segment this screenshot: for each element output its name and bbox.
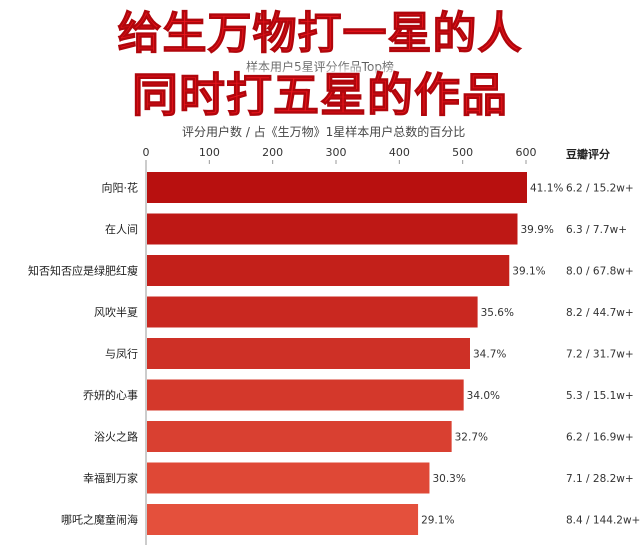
bar (147, 462, 430, 494)
headline-line-2: 同时打五星的作品 (132, 68, 508, 123)
douban-header: 豆瓣评分 (566, 148, 610, 161)
douban-rating-label: 6.2 / 15.2w+ (566, 183, 634, 195)
x-tick-label: 100 (199, 146, 220, 159)
bar (147, 504, 419, 535)
category-label: 乔妍的心事 (83, 388, 138, 402)
x-tick-label: 200 (262, 146, 283, 159)
x-tick-label: 300 (326, 146, 347, 159)
category-label: 知否知否应是绿肥红瘦 (28, 264, 138, 278)
douban-rating-label: 8.0 / 67.8w+ (566, 266, 634, 278)
x-tick-label: 400 (389, 146, 410, 159)
douban-rating-label: 5.3 / 15.1w+ (566, 390, 634, 402)
bar (147, 255, 510, 286)
category-label: 浴火之路 (94, 430, 138, 444)
percent-label: 34.0% (467, 390, 500, 402)
bar (147, 338, 470, 369)
headline-line-1: 给生万物打一星的人 (117, 8, 523, 60)
douban-rating-label: 7.2 / 31.7w+ (566, 349, 634, 361)
douban-rating-label: 7.1 / 28.2w+ (566, 473, 634, 485)
percent-label: 30.3% (432, 473, 465, 485)
bar (147, 213, 518, 245)
category-label: 与凤行 (105, 348, 138, 361)
category-label: 在人间 (105, 223, 138, 236)
category-label: 向阳·花 (102, 181, 139, 195)
category-label: 幸福到万家 (83, 471, 138, 485)
percent-label: 29.1% (421, 515, 454, 527)
category-label: 哪吒之魔童闹海 (61, 513, 138, 527)
chart-title: 样本用户5星评分作品Top榜 (246, 60, 394, 74)
percent-label: 39.9% (521, 224, 554, 236)
bar (147, 172, 527, 203)
bar (147, 421, 452, 452)
douban-rating-label: 8.4 / 144.2w+ (566, 515, 640, 527)
percent-label: 41.1% (530, 183, 563, 195)
douban-rating-label: 6.2 / 16.9w+ (566, 432, 634, 444)
douban-rating-label: 6.3 / 7.7w+ (566, 224, 627, 236)
percent-label: 34.7% (473, 349, 506, 361)
chart-subtitle: 评分用户数 / 占《生万物》1星样本用户总数的百分比 (182, 125, 466, 139)
douban-rating-label: 8.2 / 44.7w+ (566, 307, 634, 319)
x-tick-label: 0 (143, 146, 150, 159)
percent-label: 35.6% (481, 307, 514, 319)
percent-label: 39.1% (512, 266, 545, 278)
percent-label: 32.7% (455, 432, 488, 444)
bar (147, 296, 478, 328)
x-tick-label: 500 (452, 146, 473, 159)
x-tick-label: 600 (516, 146, 537, 159)
bar (147, 379, 464, 411)
category-label: 风吹半夏 (94, 305, 138, 319)
